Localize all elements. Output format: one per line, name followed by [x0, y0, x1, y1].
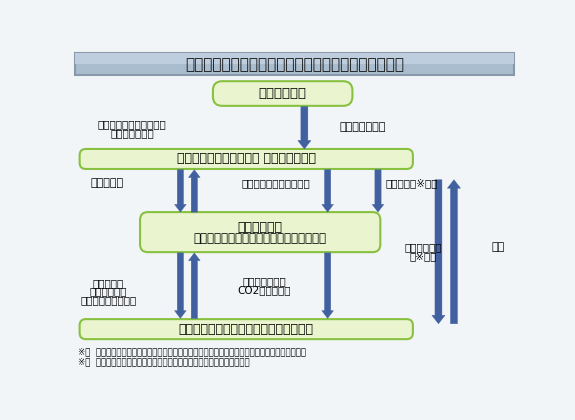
Text: 環境配慮型設備投資促進利子補給金制度のスキーム図: 環境配慮型設備投資促進利子補給金制度のスキーム図: [185, 57, 404, 72]
Polygon shape: [175, 170, 186, 212]
Text: 国（環境省）: 国（環境省）: [259, 87, 306, 100]
Text: 貸付・モニタリング: 貸付・モニタリング: [80, 295, 136, 305]
Text: モニタリング: モニタリング: [404, 242, 442, 252]
Polygon shape: [447, 180, 461, 324]
Text: 公募・選定: 公募・選定: [91, 178, 124, 188]
Polygon shape: [432, 180, 445, 324]
Text: 環境投資への: 環境投資への: [90, 286, 127, 297]
Polygon shape: [322, 253, 334, 318]
Text: 環境格付・: 環境格付・: [93, 278, 124, 288]
Text: 貸入返済金及び: 貸入返済金及び: [242, 276, 286, 286]
Text: 基金設置法人（財団法人 日本環境協会）: 基金設置法人（財団法人 日本環境協会）: [177, 152, 316, 165]
Text: ※１  企業は金融機関に、代理申請・受理その他利子補給金の交付に関する一切の手続きを委任。: ※１ 企業は金融機関に、代理申請・受理その他利子補給金の交付に関する一切の手続き…: [78, 347, 306, 356]
Text: 利子補給対象者（環境配慮型融資企業）: 利子補給対象者（環境配慮型融資企業）: [179, 323, 314, 336]
Bar: [75, 53, 515, 75]
Text: 返還: 返還: [492, 242, 505, 252]
FancyBboxPatch shape: [140, 212, 380, 252]
Text: 出資（補助金）: 出資（補助金）: [339, 122, 386, 132]
Text: 等の指導・監督: 等の指導・監督: [110, 128, 154, 138]
Text: ※２  金融機関からのモニタリング結果を検証するとともに、適宜実施。: ※２ 金融機関からのモニタリング結果を検証するとともに、適宜実施。: [78, 357, 250, 366]
Polygon shape: [175, 253, 186, 318]
FancyBboxPatch shape: [79, 319, 413, 339]
Text: 民間金融機関: 民間金融機関: [237, 221, 283, 234]
Text: CO2排出量報告: CO2排出量報告: [237, 286, 291, 296]
Polygon shape: [189, 253, 200, 318]
Polygon shape: [372, 170, 384, 212]
Polygon shape: [322, 170, 334, 212]
Text: （※２）: （※２）: [409, 251, 436, 261]
FancyBboxPatch shape: [213, 81, 352, 106]
Text: 金融機関選定基準の提示: 金融機関選定基準の提示: [98, 119, 167, 129]
Polygon shape: [298, 107, 311, 149]
Text: （日本環境協会による一般公募での選定）: （日本環境協会による一般公募での選定）: [194, 232, 327, 245]
FancyBboxPatch shape: [79, 149, 413, 169]
Bar: [75, 53, 515, 64]
Polygon shape: [189, 170, 200, 212]
Text: 利子補給（※１）: 利子補給（※１）: [386, 178, 438, 188]
Text: モニタリング結果の報告: モニタリング結果の報告: [242, 178, 310, 188]
